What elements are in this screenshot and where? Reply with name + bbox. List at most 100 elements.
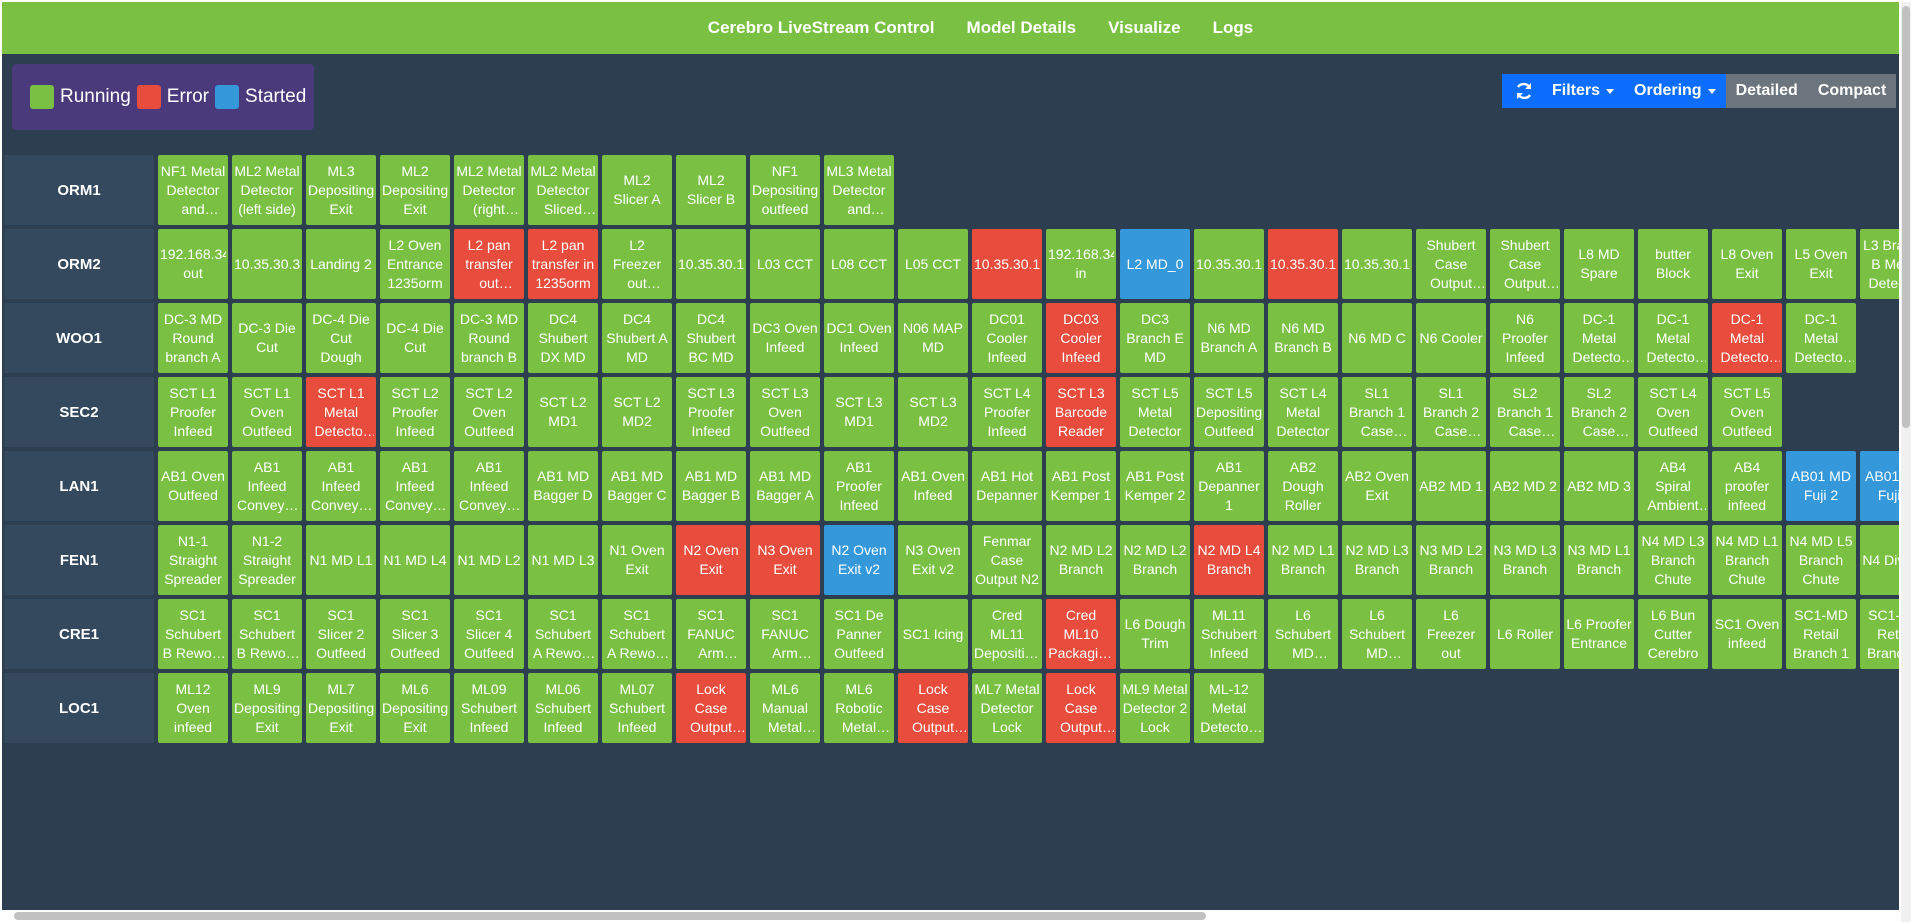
detailed-button[interactable]: Detailed xyxy=(1725,74,1808,108)
device-tile[interactable]: AB1 Infeed Conveyor D xyxy=(232,451,302,521)
device-tile[interactable]: DC03 Cooler Infeed xyxy=(1046,303,1116,373)
device-tile[interactable]: SCT L3 MD2 xyxy=(898,377,968,447)
device-tile[interactable]: SC1 Oven infeed xyxy=(1712,599,1782,669)
device-tile[interactable]: SC1 Schubert B Rework 1 xyxy=(158,599,228,669)
device-tile[interactable]: DC3 Branch E MD xyxy=(1120,303,1190,373)
device-tile[interactable]: N3 MD L2 Branch xyxy=(1416,525,1486,595)
device-tile[interactable]: DC-3 MD Round branch A xyxy=(158,303,228,373)
refresh-button[interactable] xyxy=(1502,74,1542,108)
device-tile[interactable]: ML06 Schubert Infeed xyxy=(528,673,598,743)
device-tile[interactable]: SCT L5 Metal Detector xyxy=(1120,377,1190,447)
device-tile[interactable]: N1-1 Straight Spreader xyxy=(158,525,228,595)
device-tile[interactable]: SC1-MD Retail Branch 1 xyxy=(1786,599,1856,669)
device-tile[interactable]: 10.35.30.14 xyxy=(972,229,1042,299)
device-tile[interactable]: AB1 MD Bagger C xyxy=(602,451,672,521)
device-tile[interactable]: L6 Schubert MD Branch A xyxy=(1268,599,1338,669)
device-tile[interactable]: SC1 Schubert A Rework 4 xyxy=(602,599,672,669)
device-tile[interactable]: AB2 Oven Exit xyxy=(1342,451,1412,521)
device-tile[interactable]: DC1 Oven Infeed xyxy=(824,303,894,373)
device-tile[interactable]: ML2 Slicer B xyxy=(676,155,746,225)
device-tile[interactable]: Cred ML10 Packaging Schubert Infeed xyxy=(1046,599,1116,669)
device-tile[interactable]: SCT L5 Depositing Outfeed xyxy=(1194,377,1264,447)
device-tile[interactable]: AB01 MD Fuji 2 xyxy=(1786,451,1856,521)
device-tile[interactable]: ML3 Metal Detector and Carton xyxy=(824,155,894,225)
device-tile[interactable]: AB1 Proofer Infeed xyxy=(824,451,894,521)
device-tile[interactable]: L05 CCT xyxy=(898,229,968,299)
device-tile[interactable]: SL1 Branch 1 Case Counter xyxy=(1342,377,1412,447)
device-tile[interactable]: SC1 Slicer 3 Outfeed xyxy=(380,599,450,669)
device-tile[interactable]: AB1 Depanner 1 xyxy=(1194,451,1264,521)
nav-link[interactable]: Model Details xyxy=(966,18,1077,37)
device-tile[interactable]: ML7 Metal Detector Lock xyxy=(972,673,1042,743)
device-tile[interactable]: L03 CCT xyxy=(750,229,820,299)
device-tile[interactable]: 10.35.30.19 xyxy=(676,229,746,299)
device-tile[interactable]: N2 Oven Exit v2 xyxy=(824,525,894,595)
device-tile[interactable]: AB1 Oven Infeed xyxy=(898,451,968,521)
device-tile[interactable]: ML9 Metal Detector 2 Lock xyxy=(1120,673,1190,743)
device-tile[interactable]: L6 Freezer out xyxy=(1416,599,1486,669)
device-tile[interactable]: L8 Oven Exit xyxy=(1712,229,1782,299)
nav-link[interactable]: Cerebro LiveStream Control xyxy=(707,18,935,37)
device-tile[interactable]: L3 Branch B Metal Detector xyxy=(1860,229,1899,299)
device-tile[interactable]: DC-1 Metal Detector & Carton C xyxy=(1712,303,1782,373)
device-tile[interactable]: ML09 Schubert Infeed xyxy=(454,673,524,743)
device-tile[interactable]: N6 MD Branch A xyxy=(1194,303,1264,373)
vertical-scrollbar-thumb[interactable] xyxy=(1902,6,1910,428)
device-tile[interactable]: AB2 Dough Roller xyxy=(1268,451,1338,521)
device-tile[interactable]: SCT L4 Oven Outfeed xyxy=(1638,377,1708,447)
device-tile[interactable]: AB1 Hot Depanner xyxy=(972,451,1042,521)
device-tile[interactable]: N3 Oven Exit v2 xyxy=(898,525,968,595)
device-tile[interactable]: SCT L2 Oven Outfeed xyxy=(454,377,524,447)
device-tile[interactable]: SC1 Icing xyxy=(898,599,968,669)
device-tile[interactable]: SCT L4 Proofer Infeed xyxy=(972,377,1042,447)
device-tile[interactable]: ML7 Depositing Exit xyxy=(306,673,376,743)
device-tile[interactable]: L6 Dough Trim xyxy=(1120,599,1190,669)
filters-button[interactable]: Filters xyxy=(1542,74,1625,108)
device-tile[interactable]: NF1 Metal Detector and Carton xyxy=(158,155,228,225)
device-tile[interactable]: DC-3 Die Cut xyxy=(232,303,302,373)
device-tile[interactable]: N2 MD L2 Branch xyxy=(1046,525,1116,595)
device-tile[interactable]: ML2 Depositing Exit xyxy=(380,155,450,225)
device-tile[interactable]: 10.35.30.17 xyxy=(1268,229,1338,299)
device-tile[interactable]: 10.35.30.18 xyxy=(1342,229,1412,299)
device-tile[interactable]: ML2 Metal Detector Sliced Bread xyxy=(528,155,598,225)
device-tile[interactable]: SL2 Branch 1 Case Counter xyxy=(1490,377,1560,447)
device-tile[interactable]: AB2 MD 3 xyxy=(1564,451,1634,521)
device-tile[interactable]: AB1 MD Bagger D xyxy=(528,451,598,521)
device-tile[interactable]: Lock Case Output ML9 xyxy=(1046,673,1116,743)
device-tile[interactable]: N2 Oven Exit xyxy=(676,525,746,595)
device-tile[interactable]: N4 MD L5 Branch Chute xyxy=(1786,525,1856,595)
device-tile[interactable]: N6 MD Branch B xyxy=(1268,303,1338,373)
device-tile[interactable]: AB1 Infeed Conveyor B xyxy=(380,451,450,521)
device-tile[interactable]: SCT L3 Barcode Reader xyxy=(1046,377,1116,447)
device-tile[interactable]: N1 MD L2 xyxy=(454,525,524,595)
device-tile[interactable]: SL2 Branch 2 Case Counter xyxy=(1564,377,1634,447)
device-tile[interactable]: L2 pan transfer out 1235orm xyxy=(454,229,524,299)
device-tile[interactable]: ML12 Oven infeed xyxy=(158,673,228,743)
device-tile[interactable]: butter Block xyxy=(1638,229,1708,299)
device-tile[interactable]: SCT L2 MD2 xyxy=(602,377,672,447)
device-tile[interactable]: N2 MD L3 Branch xyxy=(1342,525,1412,595)
device-tile[interactable]: SCT L2 Proofer Infeed xyxy=(380,377,450,447)
device-tile[interactable]: AB1 Oven Outfeed xyxy=(158,451,228,521)
device-tile[interactable]: AB1 MD Bagger A xyxy=(750,451,820,521)
device-tile[interactable]: AB1 Post Kemper 1 xyxy=(1046,451,1116,521)
device-tile[interactable]: DC3 Oven Infeed xyxy=(750,303,820,373)
device-tile[interactable]: Cred ML11 Depositing Machine xyxy=(972,599,1042,669)
device-tile[interactable]: ML6 Robotic Metal Detector xyxy=(824,673,894,743)
device-tile[interactable]: N2 MD L1 Branch xyxy=(1268,525,1338,595)
ordering-button[interactable]: Ordering xyxy=(1624,74,1726,108)
device-tile[interactable]: N6 Cooler xyxy=(1416,303,1486,373)
device-tile[interactable]: SCT L2 MD1 xyxy=(528,377,598,447)
device-tile[interactable]: N2 MD L4 Branch xyxy=(1194,525,1264,595)
device-tile[interactable]: SC1 Schubert A Rework 3 xyxy=(528,599,598,669)
device-tile[interactable]: ML9 Depositing Exit xyxy=(232,673,302,743)
device-tile[interactable]: SCT L3 Proofer Infeed xyxy=(676,377,746,447)
device-tile[interactable]: N2 MD L2 Branch xyxy=(1120,525,1190,595)
device-tile[interactable]: SCT L3 Oven Outfeed xyxy=(750,377,820,447)
device-tile[interactable]: AB2 MD 1 xyxy=(1416,451,1486,521)
compact-button[interactable]: Compact xyxy=(1807,74,1897,108)
device-tile[interactable]: N4 MD L1 Branch Chute xyxy=(1712,525,1782,595)
device-tile[interactable]: L5 Oven Exit xyxy=(1786,229,1856,299)
device-tile[interactable]: Shubert Case Output Left xyxy=(1416,229,1486,299)
